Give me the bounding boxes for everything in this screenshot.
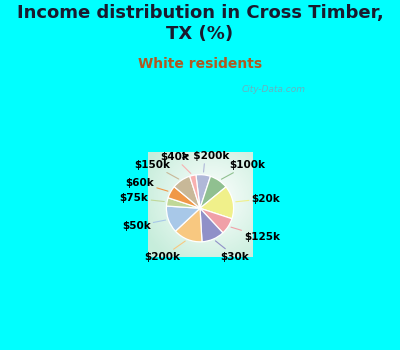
- Text: $40k: $40k: [160, 152, 191, 174]
- Wedge shape: [166, 198, 200, 208]
- Text: $100k: $100k: [222, 160, 266, 179]
- Wedge shape: [168, 187, 200, 208]
- Text: Income distribution in Cross Timber,
TX (%): Income distribution in Cross Timber, TX …: [17, 4, 383, 43]
- Text: $75k: $75k: [120, 193, 164, 203]
- Wedge shape: [200, 187, 234, 219]
- Text: White residents: White residents: [138, 57, 262, 71]
- Wedge shape: [196, 175, 210, 208]
- Text: $50k: $50k: [122, 220, 166, 231]
- Text: $60k: $60k: [125, 178, 168, 191]
- Wedge shape: [190, 175, 200, 208]
- Wedge shape: [176, 208, 202, 242]
- Wedge shape: [200, 176, 226, 208]
- Text: $20k: $20k: [236, 194, 280, 204]
- Wedge shape: [200, 208, 223, 242]
- Text: > $200k: > $200k: [181, 151, 229, 172]
- Text: $150k: $150k: [135, 160, 179, 179]
- Wedge shape: [200, 208, 232, 233]
- Text: $30k: $30k: [216, 241, 250, 261]
- Text: City-Data.com: City-Data.com: [242, 85, 306, 94]
- Wedge shape: [174, 176, 200, 208]
- Wedge shape: [166, 206, 200, 231]
- Text: $200k: $200k: [144, 241, 185, 262]
- Text: $125k: $125k: [231, 227, 280, 241]
